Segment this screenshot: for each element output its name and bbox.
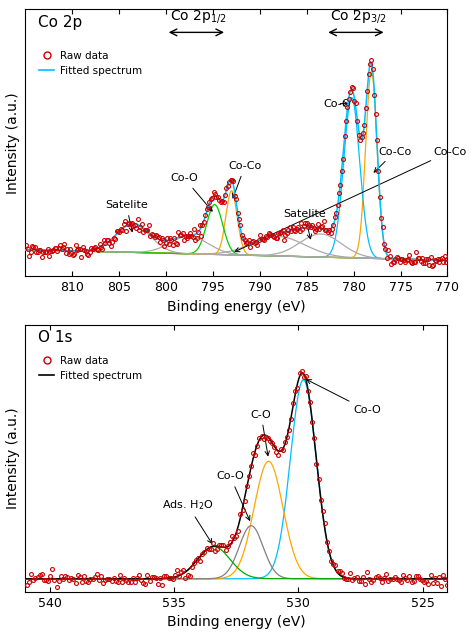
Text: C-O: C-O <box>251 410 272 455</box>
Text: Co 2p: Co 2p <box>38 15 82 30</box>
Text: Ads. H$_2$O: Ads. H$_2$O <box>162 498 213 544</box>
Y-axis label: Intensity (a.u.): Intensity (a.u.) <box>6 408 19 509</box>
Text: Satelite: Satelite <box>105 200 147 232</box>
Text: O 1s: O 1s <box>38 330 72 345</box>
Text: Co-O: Co-O <box>217 471 250 520</box>
X-axis label: Binding energy (eV): Binding energy (eV) <box>167 300 306 314</box>
Text: Co 2p$_{1/2}$: Co 2p$_{1/2}$ <box>170 8 227 25</box>
Text: Co-Co: Co-Co <box>374 147 412 172</box>
Legend: Raw data, Fitted spectrum: Raw data, Fitted spectrum <box>35 46 146 80</box>
Text: Co-O: Co-O <box>307 380 381 415</box>
Text: Co-Co: Co-Co <box>228 161 262 198</box>
Text: Co 2p$_{3/2}$: Co 2p$_{3/2}$ <box>330 8 387 25</box>
Text: Co-O: Co-O <box>171 173 212 211</box>
Y-axis label: Intensity (a.u.): Intensity (a.u.) <box>6 92 19 194</box>
Text: Co-Co: Co-Co <box>235 147 466 251</box>
X-axis label: Binding energy (eV): Binding energy (eV) <box>167 615 306 629</box>
Text: Co-O: Co-O <box>324 98 351 109</box>
Legend: Raw data, Fitted spectrum: Raw data, Fitted spectrum <box>35 351 146 385</box>
Text: Satelite: Satelite <box>283 209 326 239</box>
